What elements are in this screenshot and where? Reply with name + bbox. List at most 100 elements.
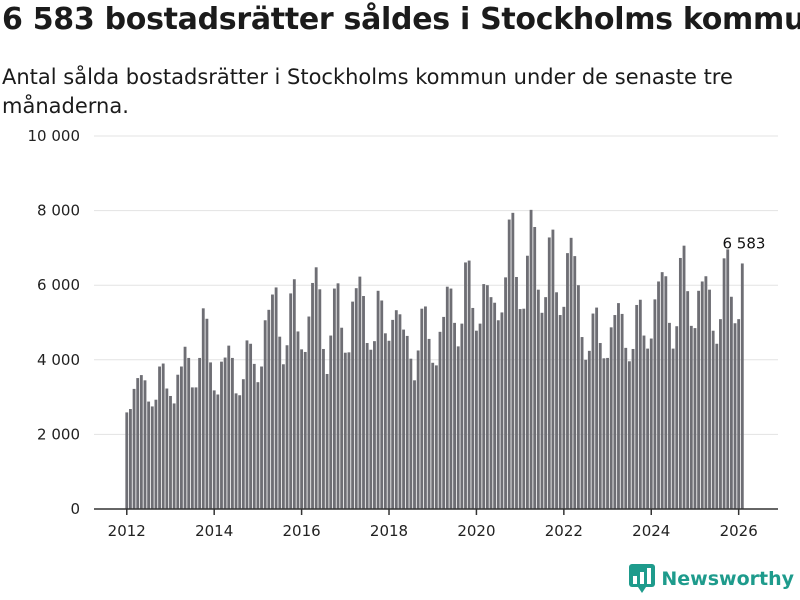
newsworthy-logo-icon xyxy=(629,564,656,593)
bar xyxy=(365,343,369,509)
bar xyxy=(689,325,693,509)
bar xyxy=(598,343,602,509)
bar xyxy=(729,296,733,509)
bar xyxy=(613,315,617,509)
x-tick-label: 2012 xyxy=(108,522,146,540)
y-tick-label: 0 xyxy=(70,500,80,518)
bar xyxy=(322,348,325,509)
newsworthy-brand[interactable]: Newsworthy xyxy=(629,564,794,594)
highlight-value-label: 6 583 xyxy=(722,234,765,252)
bar xyxy=(544,297,548,509)
bar xyxy=(686,291,690,509)
bar xyxy=(205,318,209,509)
bar xyxy=(704,276,708,509)
bar xyxy=(256,382,260,509)
bar xyxy=(708,289,711,509)
bar xyxy=(161,363,165,509)
bar xyxy=(245,340,249,509)
bar xyxy=(402,329,406,509)
bar xyxy=(453,322,456,509)
bar xyxy=(555,292,558,509)
bar xyxy=(179,366,183,509)
bar xyxy=(183,346,187,509)
bar xyxy=(627,361,631,509)
bar xyxy=(278,336,282,509)
bar xyxy=(602,358,606,509)
x-tick-label: 2024 xyxy=(632,522,670,540)
bar xyxy=(482,284,486,509)
bar xyxy=(533,227,537,509)
bar xyxy=(576,285,580,509)
bar xyxy=(296,331,300,509)
bar xyxy=(697,290,701,509)
y-tick-label: 2 000 xyxy=(37,425,80,443)
bar xyxy=(456,346,460,509)
bar xyxy=(566,253,569,509)
bar xyxy=(595,307,599,509)
bar xyxy=(551,229,555,510)
bar xyxy=(682,245,686,510)
chart-title: 6 583 bostadsrätter såldes i Stockholms … xyxy=(2,2,800,37)
bar xyxy=(438,331,442,509)
bar xyxy=(362,296,365,509)
bar xyxy=(504,277,507,509)
bar xyxy=(646,348,650,509)
x-tick-label: 2014 xyxy=(195,522,233,540)
bar xyxy=(558,315,562,509)
chart-subtitle: Antal sålda bostadsrätter i Stockholms k… xyxy=(2,65,733,118)
x-tick-label: 2026 xyxy=(720,522,758,540)
bar xyxy=(580,337,584,509)
bar xyxy=(212,390,216,509)
bar xyxy=(700,281,704,509)
bar xyxy=(391,319,395,509)
bar xyxy=(194,387,198,509)
bar xyxy=(220,361,223,509)
bar xyxy=(176,374,180,509)
bar xyxy=(529,209,533,509)
bar xyxy=(300,349,304,509)
bar xyxy=(249,343,253,509)
bar xyxy=(664,276,668,509)
bar xyxy=(307,316,311,509)
bar xyxy=(230,357,234,509)
bar xyxy=(311,282,314,509)
bar xyxy=(143,380,147,509)
bar xyxy=(449,288,453,509)
bar xyxy=(653,299,657,509)
bar xyxy=(507,219,511,509)
bar xyxy=(675,326,679,509)
x-tick-label: 2022 xyxy=(545,522,583,540)
y-tick-label: 8 000 xyxy=(37,202,80,220)
bar xyxy=(642,335,646,509)
bar xyxy=(693,328,697,509)
bar xyxy=(584,359,588,509)
bar xyxy=(733,323,737,509)
bar xyxy=(617,303,620,509)
bar xyxy=(274,287,278,509)
bar xyxy=(354,288,358,509)
bar xyxy=(573,256,577,509)
bar xyxy=(471,307,475,509)
bar xyxy=(678,257,682,509)
bar xyxy=(460,323,464,509)
bar xyxy=(380,300,384,509)
bar xyxy=(147,401,151,509)
bar xyxy=(394,310,398,509)
bar xyxy=(475,330,478,509)
bar xyxy=(263,320,267,509)
bar xyxy=(150,406,154,509)
bar xyxy=(172,403,176,509)
bar xyxy=(515,276,518,509)
bar xyxy=(427,338,431,509)
bar xyxy=(292,279,296,509)
bar xyxy=(260,366,263,509)
bar xyxy=(198,357,202,509)
bar xyxy=(376,290,380,509)
bar xyxy=(373,341,376,509)
bar xyxy=(591,313,595,509)
bar xyxy=(569,237,573,510)
bar xyxy=(285,345,289,509)
bar xyxy=(238,395,242,509)
bar xyxy=(241,379,245,509)
bar xyxy=(227,345,231,509)
